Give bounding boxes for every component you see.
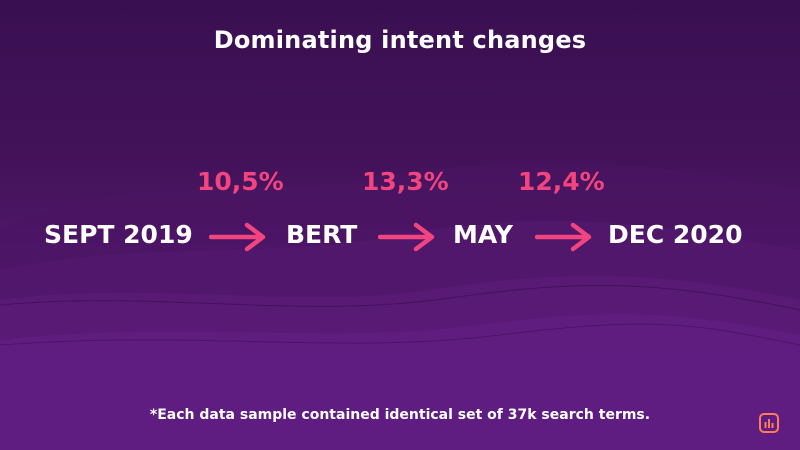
- change-percent-2: 13,3%: [362, 167, 449, 196]
- page-title: Dominating intent changes: [213, 26, 587, 54]
- stage-may: MAY: [453, 220, 513, 249]
- stage-dec-2020: DEC 2020: [608, 220, 743, 249]
- change-percent-3: 12,4%: [518, 167, 605, 196]
- change-percent-1: 10,5%: [197, 167, 284, 196]
- arrow-right-icon: [535, 222, 592, 252]
- stage-sept-2019: SEPT 2019: [44, 220, 193, 249]
- arrow-right-icon: [378, 222, 435, 252]
- footnote: *Each data sample contained identical se…: [149, 407, 651, 423]
- arrow-right-icon: [209, 222, 266, 252]
- bar-chart-logo-icon: [759, 413, 779, 433]
- stage-bert: BERT: [286, 220, 358, 249]
